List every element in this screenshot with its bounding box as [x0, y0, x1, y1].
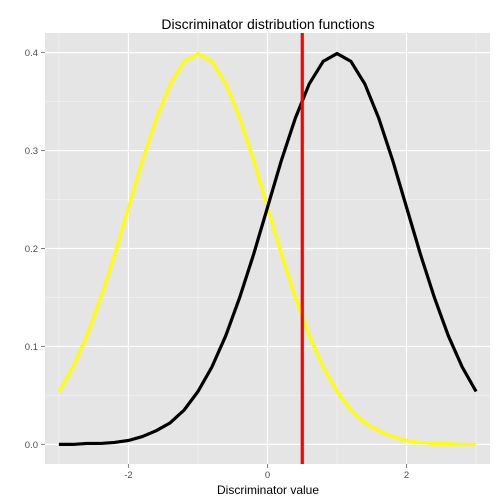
x-axis-ticks: -2 0 2: [124, 464, 409, 481]
x-axis-title: Discriminator value: [217, 483, 319, 497]
x-tick-label: 0: [265, 470, 270, 481]
series-line-2: [58, 51, 478, 447]
y-tick-label: 0.4: [25, 48, 38, 59]
y-tick-label: 0.2: [25, 244, 38, 255]
y-tick-label: 0.0: [25, 440, 38, 451]
y-tick-label: 0.3: [25, 146, 38, 157]
x-tick-label: -2: [124, 470, 132, 481]
x-tick-label: 2: [404, 470, 409, 481]
series-layer: [57, 51, 478, 447]
chart-title: Discriminator distribution functions: [161, 16, 374, 32]
grid-major-lines: [45, 33, 490, 464]
y-tick-label: 0.1: [25, 342, 38, 353]
y-axis-ticks: 0.0 0.1 0.2 0.3 0.4: [25, 48, 45, 451]
